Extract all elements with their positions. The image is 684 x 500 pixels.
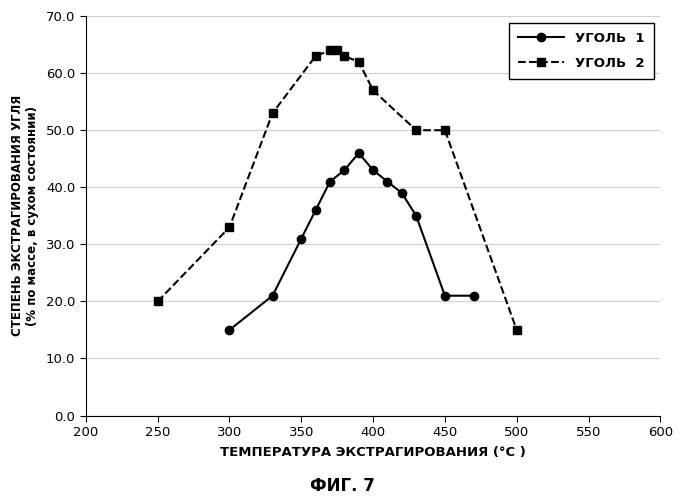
- УГОЛЬ  1: [311, 207, 319, 213]
- Line: УГОЛЬ  1: УГОЛЬ 1: [225, 149, 478, 334]
- УГОЛЬ  2: [512, 327, 521, 333]
- Legend: УГОЛЬ  1, УГОЛЬ  2: УГОЛЬ 1, УГОЛЬ 2: [509, 22, 654, 79]
- Y-axis label: СТЕПЕНЬ ЭКСТРАГИРОВАНИЯ УГЛЯ
(% по массе, в сухом состоянии): СТЕПЕНЬ ЭКСТРАГИРОВАНИЯ УГЛЯ (% по массе…: [11, 95, 39, 336]
- УГОЛЬ  1: [383, 178, 391, 184]
- Line: УГОЛЬ  2: УГОЛЬ 2: [153, 46, 521, 334]
- УГОЛЬ  1: [354, 150, 363, 156]
- УГОЛЬ  1: [297, 236, 305, 242]
- УГОЛЬ  1: [397, 190, 406, 196]
- УГОЛЬ  2: [369, 88, 377, 94]
- УГОЛЬ  1: [326, 178, 334, 184]
- Text: ФИГ. 7: ФИГ. 7: [310, 477, 374, 495]
- УГОЛЬ  2: [340, 53, 348, 59]
- УГОЛЬ  2: [333, 48, 341, 54]
- УГОЛЬ  1: [268, 292, 276, 298]
- УГОЛЬ  2: [311, 53, 319, 59]
- УГОЛЬ  2: [153, 298, 161, 304]
- X-axis label: ТЕМПЕРАТУРА ЭКСТРАГИРОВАНИЯ (°C ): ТЕМПЕРАТУРА ЭКСТРАГИРОВАНИЯ (°C ): [220, 446, 526, 459]
- УГОЛЬ  2: [440, 127, 449, 133]
- УГОЛЬ  2: [354, 59, 363, 65]
- УГОЛЬ  1: [412, 213, 420, 219]
- УГОЛЬ  1: [369, 167, 377, 173]
- УГОЛЬ  1: [340, 167, 348, 173]
- УГОЛЬ  2: [412, 127, 420, 133]
- УГОЛЬ  2: [326, 48, 334, 54]
- УГОЛЬ  2: [225, 224, 233, 230]
- УГОЛЬ  2: [268, 110, 276, 116]
- УГОЛЬ  1: [469, 292, 477, 298]
- УГОЛЬ  1: [225, 327, 233, 333]
- УГОЛЬ  1: [440, 292, 449, 298]
